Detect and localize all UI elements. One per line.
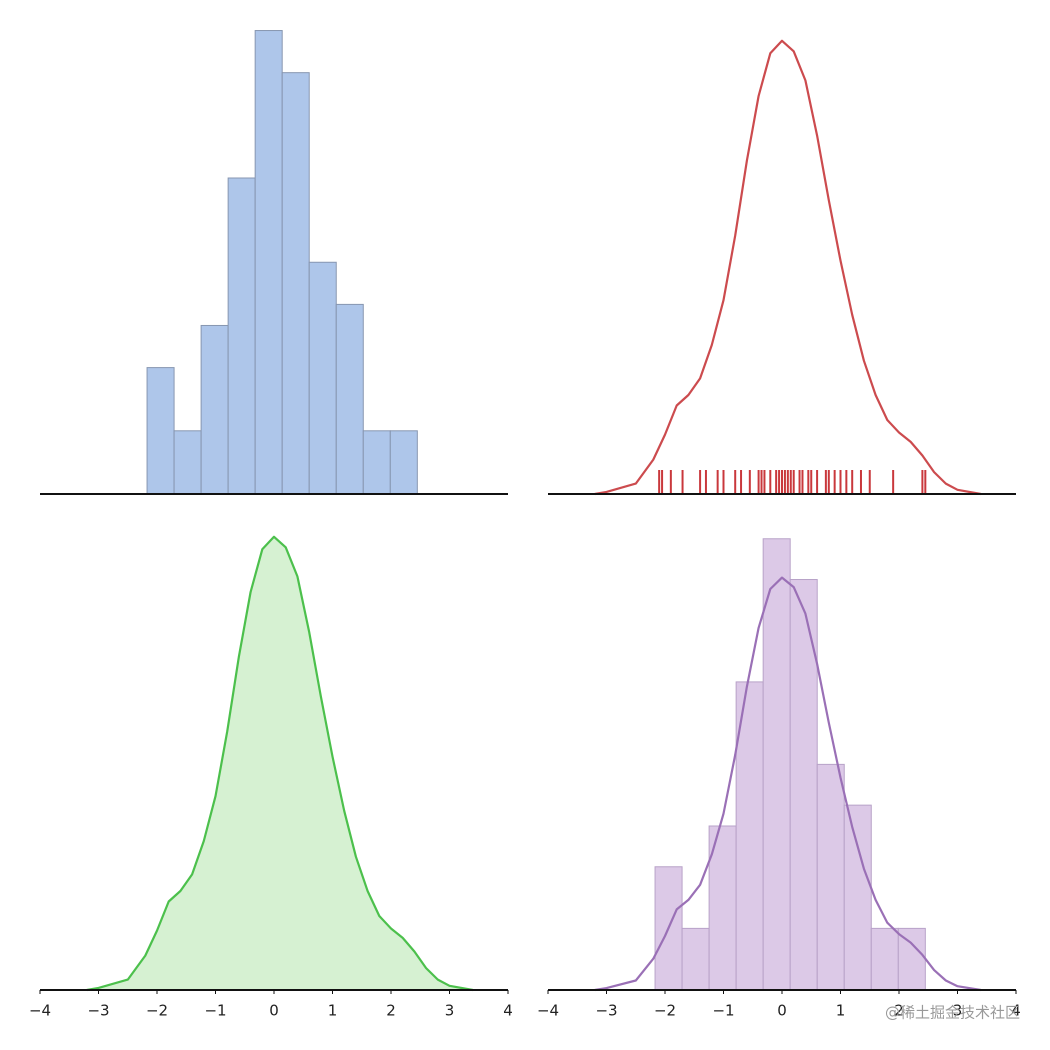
x-tick-label: 1 [836, 1002, 846, 1020]
hist-bar [281, 72, 310, 495]
hist-bar [708, 825, 737, 991]
hist-bar [200, 324, 229, 495]
hist-bar [762, 538, 791, 991]
kde-line [86, 535, 474, 992]
x-tick-label: −4 [537, 1002, 559, 1020]
kde-line [594, 576, 982, 992]
hist-bar [227, 177, 256, 495]
x-tick-label: −4 [29, 1002, 51, 1020]
hist-bar [816, 763, 845, 991]
x-tick-label: −1 [712, 1002, 734, 1020]
x-tick-label: 2 [386, 1002, 396, 1020]
hist-bar [308, 261, 337, 495]
x-tick-label: 4 [503, 1002, 513, 1020]
kde-area [86, 536, 473, 990]
x-tick-label: 4 [1011, 1002, 1021, 1020]
hist-bar [362, 430, 391, 495]
watermark: @稀土掘金技术社区 [885, 1004, 1020, 1022]
x-tick-label: 0 [269, 1002, 279, 1020]
hist-bar [146, 367, 175, 495]
x-tick-label: −2 [654, 1002, 676, 1020]
hist-bar [843, 804, 872, 991]
x-tick-label: 3 [953, 1002, 963, 1020]
hist-bar [789, 579, 818, 991]
hist-bar [254, 30, 283, 495]
x-tick-label: 1 [328, 1002, 338, 1020]
hist-bar [870, 927, 899, 991]
x-tick-label: −1 [204, 1002, 226, 1020]
x-tick-label: 3 [445, 1002, 455, 1020]
hist-bar [681, 927, 710, 991]
kde-line [594, 39, 982, 496]
hist-bar [389, 430, 418, 495]
x-tick-label: −3 [87, 1002, 109, 1020]
x-tick-label: 2 [894, 1002, 904, 1020]
hist-bar [173, 430, 202, 495]
x-tick-label: 0 [777, 1002, 787, 1020]
x-tick-label: −3 [595, 1002, 617, 1020]
hist-bar [335, 303, 364, 495]
x-tick-label: −2 [146, 1002, 168, 1020]
